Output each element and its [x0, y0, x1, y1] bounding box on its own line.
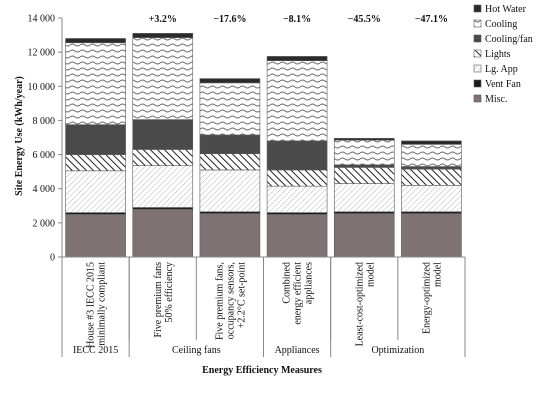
category-label: House #3 IECC 2015 [86, 262, 97, 348]
category-label: Energy-optimized [421, 262, 432, 334]
legend-swatch [473, 79, 482, 88]
y-tick-label: 4 000 [33, 184, 56, 195]
group-label: IECC 2015 [73, 345, 118, 356]
bar-segment [266, 185, 328, 213]
bar-segment [266, 140, 328, 171]
bar-segment [266, 214, 328, 258]
bar-segment [132, 33, 194, 38]
y-axis-title: Site Energy Use (kWh/year) [14, 76, 25, 196]
category-label: appliances [304, 262, 315, 304]
y-tick-label: 10 000 [28, 82, 56, 93]
legend-label: Vent Fan [485, 79, 521, 90]
change-annotation: −8.1% [283, 14, 311, 25]
change-annotations: +3.2% −17.6% −8.1% −45.5% −47.1% [149, 14, 448, 25]
bar-stacks [65, 33, 462, 258]
legend-label: Hot Water [485, 4, 527, 15]
y-tick-label: 14 000 [28, 14, 56, 25]
bar-segment [199, 134, 261, 155]
change-annotation: +3.2% [149, 14, 177, 25]
bar-segment [401, 168, 462, 186]
category-label: Least-cost-optimized [354, 262, 365, 346]
change-annotation: −17.6% [213, 14, 246, 25]
y-tick-label: 0 [50, 253, 55, 264]
bar-segment [65, 42, 126, 125]
bar-segment [199, 78, 261, 84]
bar-segment [401, 185, 462, 213]
category-label: 50% efficiency [164, 262, 175, 323]
bar-segment [199, 82, 261, 136]
bar-segment [266, 60, 328, 142]
legend-label: Cooling/fan [485, 34, 533, 45]
category-label: Five premium fans [153, 262, 164, 338]
bar-segment [132, 149, 194, 166]
legend-label: Lg. App [485, 64, 518, 75]
y-tick-label: 2 000 [33, 218, 56, 229]
legend-label: Cooling [485, 19, 517, 30]
bar-segment [333, 164, 395, 168]
category-label: +2.2°C set-point [236, 262, 247, 329]
group-label: Optimization [371, 345, 424, 356]
legend-swatch [473, 34, 482, 43]
y-tick-label: 6 000 [33, 150, 56, 161]
bar-segment [266, 169, 328, 187]
legend-swatch [473, 4, 482, 13]
legend: Hot Water Cooling Cooling/fan Lights Lg. App… [473, 4, 533, 105]
bar-segment [333, 138, 395, 141]
bar-segment [65, 38, 126, 44]
legend-label: Misc. [485, 94, 508, 105]
bar-segment [132, 119, 194, 150]
bar-segment [401, 166, 462, 170]
bar-segment [65, 124, 126, 155]
bar-segment [132, 165, 194, 208]
bar-segment [65, 170, 126, 213]
bar-segment [199, 169, 261, 213]
y-axis: 0 2 000 4 000 6 000 8 000 10 000 12 000 14 000 [28, 14, 63, 264]
legend-swatch [473, 49, 482, 58]
category-label: minimally compliant [97, 262, 108, 346]
y-tick-label: 12 000 [28, 48, 56, 59]
bar-segment [333, 167, 395, 184]
y-tick-label: 8 000 [33, 116, 56, 127]
bar-segment [401, 213, 462, 258]
group-label: Appliances [275, 345, 320, 356]
x-axis-title: Energy Efficiency Measures [202, 365, 322, 376]
legend-label: Lights [485, 49, 511, 60]
legend-swatch [473, 94, 482, 103]
bar-segment [333, 213, 395, 258]
bar-segment [132, 208, 194, 258]
category-label: Combined [282, 262, 293, 304]
bar-segment [333, 139, 395, 166]
bar-segment [65, 154, 126, 172]
bar-segment [65, 214, 126, 258]
bar-segment [199, 213, 261, 258]
bar-segment [401, 140, 462, 145]
bar-segment [266, 56, 328, 61]
change-annotation: −45.5% [348, 14, 381, 25]
bar-segment [199, 153, 261, 171]
category-label: Five premium fans, [214, 262, 225, 340]
bar-segment [401, 144, 462, 167]
category-label: model [432, 262, 443, 287]
bar-segment [132, 37, 194, 120]
change-annotation: −47.1% [415, 14, 448, 25]
bar-segment [333, 183, 395, 213]
legend-swatch [473, 19, 482, 28]
category-label: model [365, 262, 376, 287]
category-label: energy efficient [293, 262, 304, 325]
legend-swatch [473, 64, 482, 73]
category-label: occupancy sensors, [225, 262, 236, 339]
x-axis: House #3 IECC 2015 minimally compliant Fiv… [61, 256, 466, 357]
group-label: Ceiling fans [172, 345, 221, 356]
